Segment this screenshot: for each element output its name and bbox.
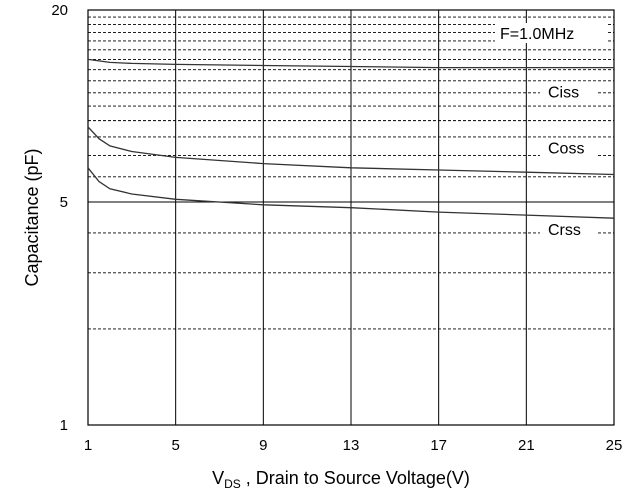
series-label-crss: Crss [548, 222, 581, 239]
series-label-bg [540, 137, 596, 158]
x-tick-label: 25 [606, 437, 623, 454]
x-axis-title-sub: DS [224, 477, 241, 491]
series-label-bg [540, 218, 596, 239]
tick-labels: 1 5 9 13 17 21 25 20 5 1 [51, 2, 622, 454]
series-label-group-ciss: Ciss [540, 81, 596, 102]
series-label-group-coss: Coss [540, 137, 596, 158]
series-line-ciss [87, 58, 614, 69]
series-label-coss: Coss [548, 141, 584, 158]
x-axis-title: VDS , Drain to Source Voltage(V) [212, 468, 470, 491]
series-line-coss [87, 126, 615, 176]
y-tick-label: 5 [60, 194, 68, 211]
series-label-bg [540, 81, 596, 102]
series-label-ciss: Ciss [548, 84, 579, 101]
y-axis-title: Capacitance (pF) [22, 148, 42, 286]
x-tick-label: 9 [259, 437, 267, 454]
y-tick-label: 20 [51, 2, 68, 19]
x-tick-label: 21 [518, 437, 535, 454]
plot-frame [87, 9, 615, 426]
series-label-group-crss: Crss [540, 218, 596, 239]
x-axis-title-rest: , Drain to Source Voltage(V) [241, 468, 470, 488]
grid [88, 10, 614, 425]
x-axis-title-main: V [212, 468, 224, 488]
frequency-annotation: F=1.0MHz [500, 26, 574, 43]
x-tick-label: 17 [430, 437, 447, 454]
series-line-crss [87, 167, 615, 219]
x-tick-label: 13 [343, 437, 360, 454]
series-lines [87, 58, 615, 219]
series-labels: Ciss Coss Crss [540, 81, 596, 239]
x-tick-label: 5 [171, 437, 179, 454]
annotation-box: F=1.0MHz [495, 23, 607, 43]
x-tick-label: 1 [84, 437, 92, 454]
y-tick-label: 1 [60, 417, 68, 434]
